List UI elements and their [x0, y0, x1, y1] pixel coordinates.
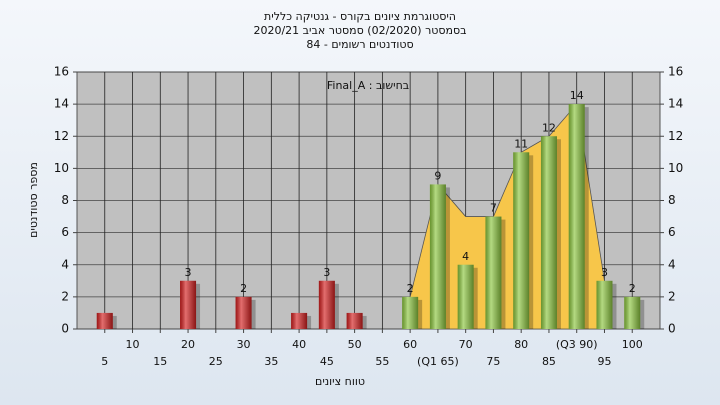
y2-tick-label: 12 — [668, 129, 683, 143]
x-tick-label: 40 — [292, 338, 306, 351]
y2-tick-label: 2 — [668, 289, 676, 303]
x-tick-label: 60 — [403, 338, 417, 351]
x-tick-label: 85 — [542, 355, 556, 368]
value-label: 4 — [462, 250, 469, 263]
x-tick-label: 100 — [622, 338, 643, 351]
x-tick-label: 10 — [126, 338, 140, 351]
bar-shading — [180, 280, 197, 329]
y2-tick-label: 0 — [668, 322, 676, 336]
bar-shading — [624, 296, 641, 329]
x-tick-label: 20 — [181, 338, 195, 351]
x-tick-label: 80 — [514, 338, 528, 351]
value-label: 2 — [407, 282, 414, 295]
x-tick-label: 95 — [597, 355, 611, 368]
bar-shading — [402, 296, 419, 329]
bar-shading — [513, 152, 530, 329]
x-tick-label: 75 — [486, 355, 500, 368]
bar-shading — [596, 280, 613, 329]
value-label: 14 — [570, 89, 584, 102]
y-tick-label: 8 — [61, 193, 69, 207]
x-tick-label: 55 — [375, 355, 389, 368]
bar-shading — [318, 280, 335, 329]
value-label: 2 — [629, 282, 636, 295]
value-label: 12 — [542, 121, 556, 134]
title-line: בסמסטר (02/2020) סמסטר אביב 2020/21 — [253, 24, 466, 37]
y-axis-label: מספר סטודנטים — [27, 162, 40, 238]
y2-tick-label: 10 — [668, 161, 683, 175]
y-tick-label: 2 — [61, 289, 69, 303]
bar-shading — [235, 296, 252, 329]
x-tick-label: 45 — [320, 355, 334, 368]
value-label: 9 — [434, 169, 441, 182]
y-tick-label: 12 — [54, 129, 69, 143]
y-tick-label: 14 — [54, 97, 69, 111]
x-tick-label: (Q1 65) — [417, 355, 459, 368]
y2-tick-label: 8 — [668, 193, 676, 207]
y-tick-label: 10 — [54, 161, 69, 175]
bar-shading — [96, 312, 113, 329]
value-label: 3 — [185, 266, 192, 279]
x-axis-label: טווח ציונים — [315, 375, 365, 388]
value-label: 3 — [323, 266, 330, 279]
x-tick-label: 50 — [348, 338, 362, 351]
annotation: בחישוב : Final_A — [327, 79, 409, 92]
bar-shading — [291, 312, 308, 329]
y2-tick-label: 16 — [668, 65, 683, 79]
bar-shading — [346, 312, 363, 329]
x-tick-label: 5 — [101, 355, 108, 368]
value-label: 7 — [490, 202, 497, 215]
y2-tick-label: 6 — [668, 225, 676, 239]
value-label: 3 — [601, 266, 608, 279]
value-label: 11 — [514, 137, 528, 150]
y2-tick-label: 14 — [668, 97, 683, 111]
title-line: היסטוגרמת ציונים בקורס - גנטיקה כללית — [264, 10, 456, 23]
value-label: 2 — [240, 282, 247, 295]
bar-shading — [457, 264, 474, 329]
x-tick-label: 70 — [459, 338, 473, 351]
bar-shading — [485, 216, 502, 329]
x-tick-label: 35 — [264, 355, 278, 368]
bar-shading — [429, 184, 446, 329]
y-tick-label: 6 — [61, 225, 69, 239]
x-tick-label: 30 — [237, 338, 251, 351]
y-tick-label: 16 — [54, 65, 69, 79]
x-tick-label: (Q3 90) — [556, 338, 598, 351]
bar-shading — [540, 136, 557, 329]
y2-tick-label: 4 — [668, 257, 676, 271]
x-tick-label: 15 — [153, 355, 167, 368]
y-tick-label: 4 — [61, 257, 69, 271]
title-line: סטודנטים רשומים - 84 — [306, 38, 413, 51]
x-tick-label: 25 — [209, 355, 223, 368]
y-tick-label: 0 — [61, 322, 69, 336]
bar-shading — [568, 104, 585, 329]
